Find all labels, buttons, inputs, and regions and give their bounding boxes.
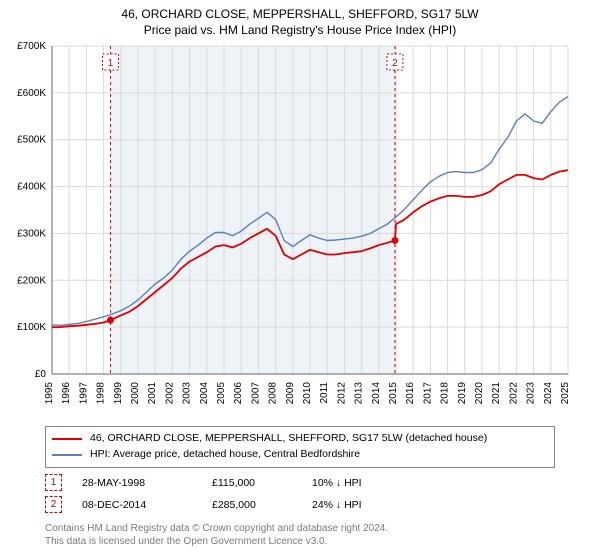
svg-text:£200K: £200K: [17, 276, 46, 287]
svg-text:£700K: £700K: [17, 41, 46, 52]
legend-label-0: 46, ORCHARD CLOSE, MEPPERSHALL, SHEFFORD…: [90, 431, 487, 447]
svg-text:1995: 1995: [44, 382, 55, 405]
event-pct-0: 10% ↓ HPI: [312, 477, 392, 489]
svg-text:2002: 2002: [164, 382, 175, 405]
event-date-1: 08-DEC-2014: [82, 499, 192, 511]
svg-text:2004: 2004: [199, 382, 210, 405]
footer-line1: Contains HM Land Registry data © Crown c…: [45, 522, 555, 536]
legend-label-1: HPI: Average price, detached house, Cent…: [90, 447, 360, 463]
chart: £0 £100K £200K £300K £400K £500K £600K £700K 199…: [0, 38, 600, 418]
svg-text:2023: 2023: [526, 382, 537, 405]
svg-text:2000: 2000: [130, 382, 141, 405]
svg-text:2011: 2011: [319, 382, 330, 404]
event-date-0: 28-MAY-1998: [82, 477, 192, 489]
legend-row-1: HPI: Average price, detached house, Cent…: [52, 447, 548, 463]
svg-text:2013: 2013: [354, 382, 365, 405]
svg-text:2009: 2009: [285, 382, 296, 405]
footer-line2: This data is licensed under the Open Gov…: [45, 535, 555, 549]
svg-text:2022: 2022: [508, 382, 519, 405]
svg-text:1998: 1998: [96, 382, 107, 405]
svg-text:2018: 2018: [440, 382, 451, 405]
svg-text:2012: 2012: [336, 382, 347, 405]
legend: 46, ORCHARD CLOSE, MEPPERSHALL, SHEFFORD…: [45, 426, 555, 468]
svg-text:£300K: £300K: [17, 229, 46, 240]
svg-text:2021: 2021: [491, 382, 502, 405]
svg-text:2025: 2025: [560, 382, 571, 405]
svg-text:2003: 2003: [182, 382, 193, 405]
svg-text:2001: 2001: [147, 382, 158, 405]
event-price-1: £285,000: [212, 499, 292, 511]
svg-text:2005: 2005: [216, 382, 227, 405]
svg-text:2015: 2015: [388, 382, 399, 405]
event-row-1: 2 08-DEC-2014 £285,000 24% ↓ HPI: [45, 494, 555, 516]
svg-text:1: 1: [108, 58, 114, 69]
event-price-0: £115,000: [212, 477, 292, 489]
title-line1: 46, ORCHARD CLOSE, MEPPERSHALL, SHEFFORD…: [0, 6, 600, 22]
svg-text:2024: 2024: [543, 382, 554, 405]
svg-text:£500K: £500K: [17, 135, 46, 146]
svg-text:1997: 1997: [78, 382, 89, 405]
footer: Contains HM Land Registry data © Crown c…: [45, 522, 555, 549]
legend-swatch-1: [52, 454, 82, 456]
svg-text:2006: 2006: [233, 382, 244, 405]
legend-row-0: 46, ORCHARD CLOSE, MEPPERSHALL, SHEFFORD…: [52, 431, 548, 447]
event-row-0: 1 28-MAY-1998 £115,000 10% ↓ HPI: [45, 472, 555, 494]
svg-text:£400K: £400K: [17, 182, 46, 193]
svg-text:2020: 2020: [474, 382, 485, 405]
svg-text:2014: 2014: [371, 382, 382, 405]
svg-text:2010: 2010: [302, 382, 313, 405]
svg-text:£600K: £600K: [17, 88, 46, 99]
legend-swatch-0: [52, 438, 82, 440]
svg-text:£0: £0: [35, 369, 47, 380]
chart-title: 46, ORCHARD CLOSE, MEPPERSHALL, SHEFFORD…: [0, 0, 600, 38]
event-marker-1: 2: [45, 496, 62, 513]
title-line2: Price paid vs. HM Land Registry's House …: [0, 22, 600, 38]
svg-text:1999: 1999: [113, 382, 124, 405]
svg-text:2007: 2007: [250, 382, 261, 405]
svg-text:2017: 2017: [422, 382, 433, 405]
events-table: 1 28-MAY-1998 £115,000 10% ↓ HPI 2 08-DE…: [45, 472, 555, 516]
event-marker-0: 1: [45, 474, 62, 491]
chart-svg: £0 £100K £200K £300K £400K £500K £600K £700K 199…: [0, 38, 600, 418]
svg-text:2: 2: [392, 58, 398, 69]
svg-text:2008: 2008: [268, 382, 279, 405]
svg-text:£100K: £100K: [17, 323, 46, 334]
event-pct-1: 24% ↓ HPI: [312, 499, 392, 511]
svg-text:2016: 2016: [405, 382, 416, 405]
svg-text:2019: 2019: [457, 382, 468, 405]
svg-text:1996: 1996: [61, 382, 72, 405]
